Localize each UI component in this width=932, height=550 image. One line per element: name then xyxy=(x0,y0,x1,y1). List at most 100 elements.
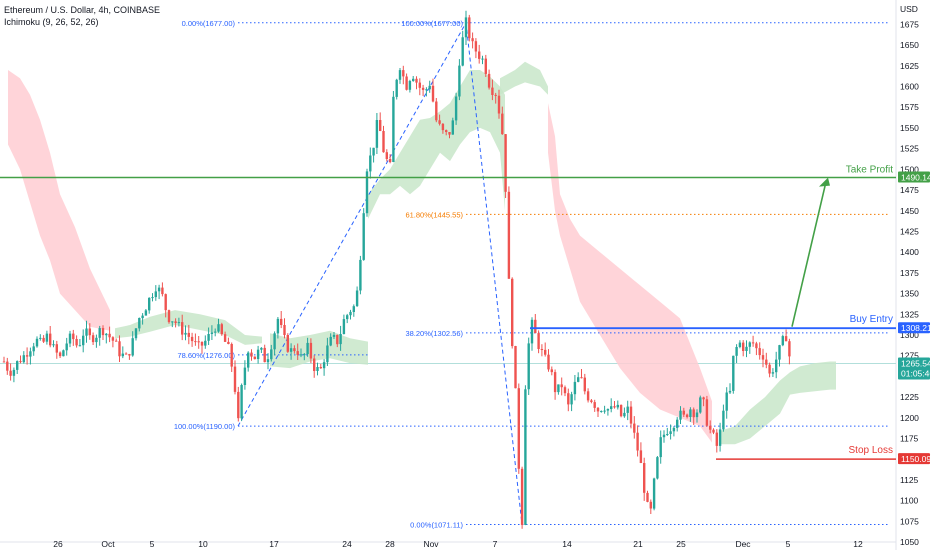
x-tick-label: 21 xyxy=(633,539,643,549)
candle-body xyxy=(385,152,388,159)
kumo-bull-area xyxy=(500,61,548,95)
symbol-title[interactable]: Ethereum / U.S. Dollar, 4h, COINBASE xyxy=(4,5,161,15)
candle-body xyxy=(154,291,157,298)
x-tick-label: 12 xyxy=(853,539,863,549)
candle-body xyxy=(91,335,95,343)
candle-body xyxy=(547,354,550,370)
candle-body xyxy=(395,79,398,97)
candle-body xyxy=(174,321,177,323)
candle-body xyxy=(408,81,412,90)
candle-body xyxy=(712,429,715,433)
candle-body xyxy=(9,370,12,376)
candle-body xyxy=(501,113,504,135)
candle-body xyxy=(2,361,6,363)
candle-body xyxy=(111,337,115,341)
y-tick-label: 1475 xyxy=(900,185,919,195)
candle-body xyxy=(623,412,626,417)
candle-body xyxy=(412,78,415,81)
candle-body xyxy=(415,78,418,83)
candle-body xyxy=(735,347,738,356)
y-tick-label: 1275 xyxy=(900,351,919,361)
candle-body xyxy=(656,457,659,479)
y-tick-label: 1425 xyxy=(900,226,919,236)
y-tick-label: 1125 xyxy=(900,475,919,485)
candles xyxy=(2,10,791,529)
x-tick-label: Dec xyxy=(735,539,751,549)
candle-body xyxy=(266,359,270,363)
candle-body xyxy=(25,355,29,357)
candle-body xyxy=(702,397,705,400)
candle-body xyxy=(692,409,695,418)
trade-levels[interactable]: Take Profit Buy Entry Stop Loss xyxy=(0,165,896,460)
candle-body xyxy=(322,362,326,369)
candle-body xyxy=(6,361,9,371)
candle-body xyxy=(738,342,742,347)
candle-body xyxy=(715,432,718,446)
candle-body xyxy=(610,406,613,409)
candle-body xyxy=(19,361,22,363)
candle-body xyxy=(240,385,243,419)
y-tick-label: 1100 xyxy=(900,496,919,506)
candle-body xyxy=(270,349,273,360)
candle-body xyxy=(375,120,379,148)
candle-body xyxy=(784,336,788,342)
y-tick-label: 1650 xyxy=(900,40,919,50)
candle-body xyxy=(775,359,778,373)
candle-body xyxy=(441,123,445,131)
candle-body xyxy=(58,352,62,357)
candle-body xyxy=(339,334,342,345)
candle-body xyxy=(540,349,544,350)
candle-body xyxy=(365,171,369,214)
price-axis[interactable]: USD1050107511001125115011751200122512501… xyxy=(898,4,932,547)
candle-body xyxy=(118,341,121,357)
candle-body xyxy=(497,95,501,114)
candle-body xyxy=(141,315,144,319)
candle-body xyxy=(418,82,421,88)
candle-body xyxy=(468,17,471,39)
candle-body xyxy=(336,334,339,345)
candle-body xyxy=(438,120,441,124)
candle-body xyxy=(220,324,223,335)
gridlines xyxy=(0,0,897,550)
candle-body xyxy=(217,324,220,332)
y-tick-label: 1325 xyxy=(900,309,919,319)
candle-body xyxy=(709,425,712,430)
candle-body xyxy=(636,432,639,451)
candle-body xyxy=(45,333,49,342)
candle-body xyxy=(788,341,791,357)
fibonacci-retracements[interactable]: 0.00%(1677.00) 78.60%(1276.00) 100.00%(119… xyxy=(174,19,890,530)
candle-body xyxy=(72,333,75,340)
candle-body xyxy=(662,434,666,438)
candle-body xyxy=(243,367,247,385)
x-tick-label: 14 xyxy=(562,539,572,549)
candle-body xyxy=(685,414,689,417)
candle-body xyxy=(101,328,105,336)
candle-body xyxy=(590,400,593,402)
candle-body xyxy=(689,409,692,417)
candle-body xyxy=(699,397,702,413)
candle-body xyxy=(491,87,494,95)
y-tick-label: 1525 xyxy=(900,144,919,154)
y-tick-label: 1400 xyxy=(900,247,919,257)
candle-body xyxy=(134,328,138,339)
candle-body xyxy=(35,338,39,347)
candle-body xyxy=(613,406,616,408)
candle-body xyxy=(748,342,751,347)
candle-body xyxy=(253,356,256,360)
candle-body xyxy=(560,384,563,388)
candle-body xyxy=(520,468,524,525)
time-axis[interactable]: 26 Oct 5 10 17 24 28 Nov 7 14 21 25 Dec 5 12 xyxy=(53,539,863,549)
indicator-label[interactable]: Ichimoku (9, 26, 52, 26) xyxy=(4,17,99,27)
candle-body xyxy=(85,328,88,336)
fib2-level-label: 61.80%(1445.55) xyxy=(405,210,463,219)
candle-body xyxy=(128,354,131,356)
candle-body xyxy=(402,70,405,77)
y-tick-label: 1200 xyxy=(900,413,919,423)
candle-body xyxy=(563,387,567,394)
candle-body xyxy=(293,348,296,352)
candle-body xyxy=(230,344,233,367)
candle-body xyxy=(425,89,428,91)
x-tick-label: 25 xyxy=(676,539,686,549)
candle-body xyxy=(289,348,293,352)
